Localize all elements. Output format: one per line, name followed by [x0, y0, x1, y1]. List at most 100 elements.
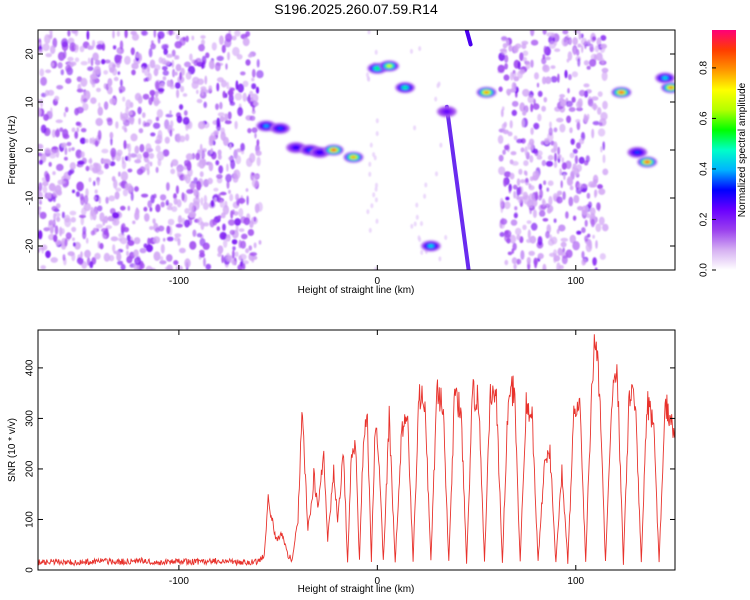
- noise-speck: [590, 183, 598, 188]
- noise-speck: [161, 66, 168, 71]
- noise-speck: [139, 247, 147, 254]
- noise-speck: [67, 251, 75, 257]
- noise-speck: [550, 65, 556, 69]
- feature-contour: [635, 151, 640, 154]
- snr-frame: [37, 329, 676, 571]
- noise-speck: [239, 253, 247, 261]
- noise-speck: [179, 37, 186, 46]
- noise-speck: [80, 251, 83, 259]
- noise-speck: [149, 207, 153, 212]
- noise-speck: [255, 86, 260, 94]
- noise-speck: [38, 143, 44, 150]
- noise-speck: [592, 174, 599, 184]
- noise-speck: [160, 201, 165, 208]
- noise-speck: [557, 190, 563, 196]
- noise-speck: [180, 85, 185, 93]
- noise-speck: [183, 110, 188, 116]
- noise-speck: [208, 162, 214, 172]
- noise-speck: [122, 188, 128, 197]
- noise-speck: [120, 111, 123, 121]
- noise-speck: [234, 92, 243, 101]
- noise-speck: [79, 137, 86, 145]
- noise-speck: [584, 219, 588, 227]
- noise-speck: [155, 145, 161, 153]
- signal-feature: [379, 60, 400, 72]
- noise-speck: [201, 88, 204, 96]
- noise-speck: [171, 49, 176, 57]
- noise-speck: [130, 133, 138, 142]
- noise-speck: [91, 39, 96, 48]
- noise-speck: [192, 229, 197, 237]
- noise-speck: [576, 49, 580, 56]
- noise-speck: [175, 223, 183, 228]
- noise-speck: [184, 208, 190, 214]
- feature-contour: [277, 127, 283, 130]
- feature-contour: [317, 151, 322, 154]
- noise-speck: [564, 69, 568, 79]
- noise-speck: [582, 183, 589, 189]
- noise-speck: [546, 187, 550, 192]
- noise-speck: [115, 121, 119, 129]
- noise-speck: [200, 197, 204, 206]
- noise-speck: [43, 227, 50, 232]
- noise-speck: [522, 110, 527, 116]
- noise-speck: [216, 82, 220, 92]
- noise-speck: [130, 47, 135, 56]
- noise-speck: [107, 78, 113, 87]
- noise-speck: [559, 168, 562, 176]
- noise-speck: [54, 129, 60, 138]
- spectrogram-y-tick-label: -10: [25, 190, 36, 205]
- noise-speck: [565, 160, 572, 170]
- noise-speck: [515, 227, 522, 236]
- noise-speck: [193, 177, 198, 185]
- noise-speck: [252, 174, 260, 179]
- noise-speck: [527, 229, 531, 240]
- noise-speck: [577, 43, 582, 48]
- noise-speck: [208, 85, 213, 92]
- noise-speck: [39, 211, 47, 220]
- noise-speck: [103, 252, 111, 262]
- noise-speck: [557, 154, 562, 159]
- noise-speck: [571, 71, 579, 78]
- noise-speck: [374, 186, 378, 192]
- noise-speck: [511, 82, 517, 91]
- noise-speck: [568, 107, 576, 112]
- noise-speck: [155, 81, 160, 91]
- noise-speck: [541, 160, 547, 167]
- noise-speck: [138, 117, 142, 125]
- noise-speck: [576, 107, 583, 112]
- noise-speck: [595, 223, 602, 232]
- noise-speck: [76, 88, 84, 93]
- noise-speck: [253, 101, 259, 107]
- noise-speck: [65, 232, 72, 240]
- noise-speck: [247, 128, 252, 134]
- noise-speck: [45, 250, 51, 259]
- noise-speck: [128, 110, 133, 116]
- noise-speck: [542, 64, 550, 73]
- noise-speck: [189, 53, 193, 61]
- noise-speck: [188, 211, 197, 218]
- noise-speck: [120, 79, 123, 87]
- noise-speck: [526, 220, 532, 225]
- snr-x-tick-label: 100: [567, 576, 584, 587]
- noise-speck: [157, 87, 165, 93]
- noise-speck: [570, 138, 575, 145]
- noise-speck: [149, 161, 153, 167]
- noise-speck: [147, 200, 152, 209]
- noise-speck: [504, 54, 509, 64]
- noise-speck: [222, 204, 230, 215]
- noise-speck: [507, 251, 513, 256]
- noise-speck: [247, 53, 253, 58]
- noise-speck: [534, 72, 539, 80]
- noise-speck: [235, 193, 240, 201]
- noise-speck: [528, 183, 532, 189]
- noise-speck: [537, 236, 543, 246]
- spectrogram-y-tick-label: 0: [25, 147, 36, 153]
- noise-speck: [142, 151, 150, 159]
- noise-speck: [560, 180, 563, 189]
- noise-speck: [56, 163, 64, 171]
- noise-speck: [586, 212, 591, 219]
- noise-speck: [573, 194, 580, 204]
- noise-speck: [163, 60, 171, 66]
